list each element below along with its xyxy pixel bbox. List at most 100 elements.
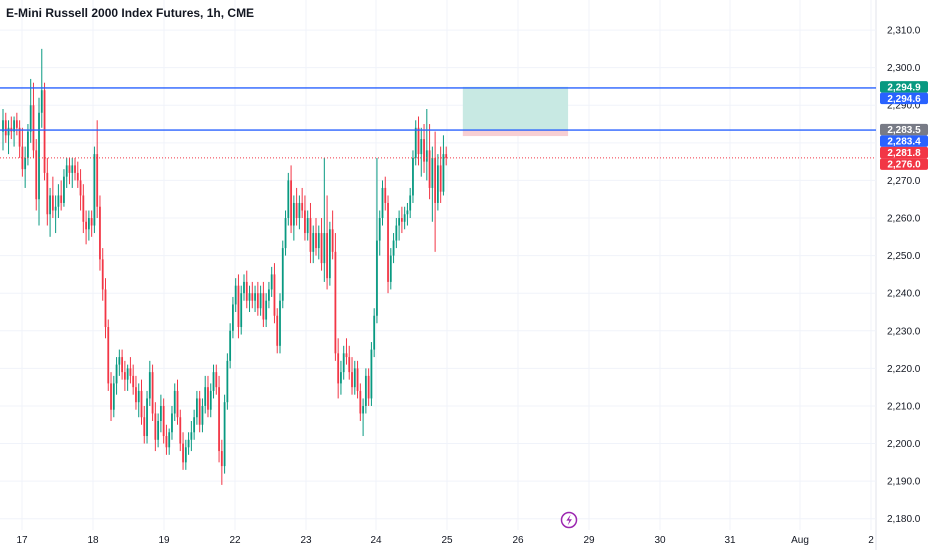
x-tick-label: 24 [370,535,382,546]
y-tick-label: 2,230.0 [887,326,921,337]
candle [15,112,18,136]
candle-body [276,315,279,346]
candle-body [143,417,146,437]
candle [367,368,370,406]
lightning-icon[interactable] [560,511,578,529]
price-badge: 2,283.4 [880,135,928,148]
candle [304,195,306,241]
candle-body [165,436,168,448]
candle-body [439,165,442,192]
position-zone[interactable] [462,86,569,137]
x-tick-label: 25 [441,535,453,546]
price-badge: 2,294.9 [880,81,928,93]
candle-body [262,293,265,320]
price-badge-label: 2,283.5 [887,125,921,136]
gridlines [0,0,876,530]
candle-body [168,432,171,448]
candle-body [431,157,434,188]
candle [234,278,237,312]
candle-body [328,229,331,279]
candle [13,116,15,147]
candle-body [162,405,165,437]
candle [392,233,395,264]
candle [232,296,234,339]
y-tick-label: 2,240.0 [887,289,921,300]
target-zone[interactable] [462,86,569,130]
candle [32,82,35,158]
y-tick-label: 2,310.0 [887,26,921,37]
candle-body [123,372,126,380]
candle-body [46,172,49,215]
candle [442,135,445,196]
price-badge-label: 2,294.9 [887,82,921,93]
candle [439,146,442,203]
candle [279,293,281,354]
candle [126,364,129,391]
candle-body [151,372,154,414]
candle [256,281,259,316]
candle [251,281,254,309]
candle-body [295,202,298,219]
candle [132,364,135,395]
candle [276,308,279,354]
candle-body [400,218,403,222]
candle [151,364,154,421]
candle [326,195,328,290]
candle-body [148,372,151,399]
candle-body [229,330,232,361]
candle-body [237,285,240,328]
x-tick-label: Aug [791,535,809,546]
candle-body [60,195,63,203]
candle-body [376,240,378,316]
candle-body [315,233,317,249]
candle [135,375,137,410]
candle [359,383,362,421]
horizontal-lines[interactable] [0,87,876,159]
candle [29,78,32,143]
candle-body [373,315,376,350]
candle-body [265,300,268,320]
stop-zone[interactable] [462,129,569,137]
candle-body [115,364,118,384]
candle [270,266,273,297]
candle-body [256,293,259,309]
candle [237,274,240,339]
candle [146,390,148,444]
candle-body [403,214,406,222]
candle [400,206,403,234]
candle [295,187,298,226]
candle-body [32,105,35,151]
candle [49,187,51,237]
candle [43,82,46,181]
x-tick-label: 2 [868,535,874,546]
candle-body [425,150,428,162]
candle-body [248,293,251,301]
candle [356,360,359,399]
candle [198,390,201,433]
candle [306,210,309,241]
candle-body [154,413,157,440]
candle [154,402,157,452]
candle-body [223,402,226,467]
candle-body [412,157,414,196]
candle [99,195,101,271]
candle [212,364,215,399]
candles [2,48,448,485]
candle-body [367,375,370,399]
candle-body [190,432,193,440]
candle [398,210,401,241]
candle-body [104,289,107,328]
candle [46,157,49,226]
candle [71,157,74,188]
time-axis[interactable]: 17 18 19 22 23 24 25 26 29 30 31 Aug 2 [16,535,874,546]
candle-body [351,372,353,388]
candle-body [406,210,409,215]
candle [110,372,112,421]
candle-body [196,398,198,418]
candle [182,432,184,470]
candle-body [4,120,7,136]
price-axis[interactable]: 2,310.02,300.02,290.02,280.02,270.02,260… [887,26,921,526]
candle [353,360,356,395]
candle [364,368,367,414]
